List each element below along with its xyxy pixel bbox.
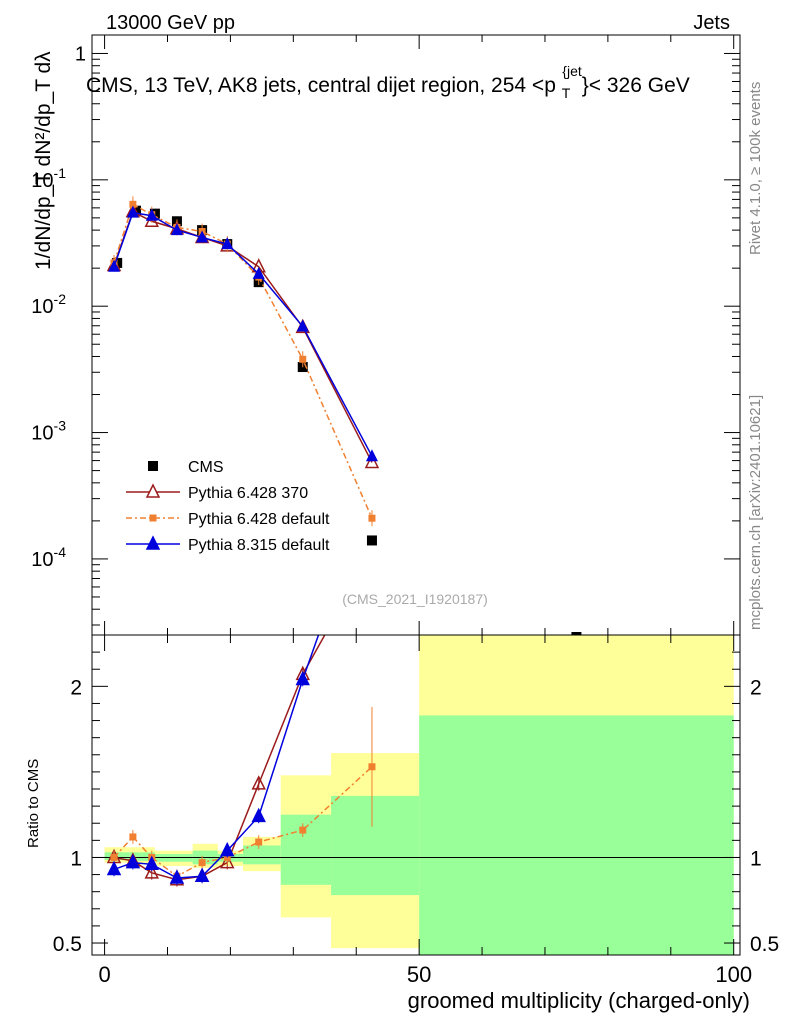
main-y-tick-label: 1 xyxy=(75,43,86,65)
main-y-tick-label: 10-3 xyxy=(31,418,66,445)
point-pythia-6-428-370 xyxy=(364,453,380,469)
cms-data-point xyxy=(366,535,377,546)
point-pythia-8-315-default xyxy=(221,237,234,250)
ratio-point-pythia-6-428-370 xyxy=(220,853,235,869)
x-tick-label: 50 xyxy=(407,962,431,987)
legend-label-pythia-8-315-default: Pythia 8.315 default xyxy=(188,537,330,554)
legend-marker-pythia-6-428-370 xyxy=(145,483,161,498)
title-text: CMS, 13 TeV, AK8 jets, central dijet reg… xyxy=(86,74,556,97)
ratio-point-pythia-6-428-default xyxy=(255,838,263,846)
ratio-panel-frame xyxy=(91,634,741,956)
point-pythia-8-315-default xyxy=(145,208,158,221)
ratio-y-tick-label: 1 xyxy=(70,847,82,870)
uncertainty-band-inner xyxy=(280,814,332,885)
ratio-panel: 0.5 0.5 1 1 2 2 0 50 100 xyxy=(53,634,779,987)
x-tick-label: 100 xyxy=(715,962,752,987)
ratio-y-tick-label: 0.5 xyxy=(53,933,82,956)
ratio-point-pythia-8-315-default xyxy=(295,670,310,686)
ratio-point-pythia-8-315-default xyxy=(220,841,235,857)
main-panel: 10-410-310-210-11 CMS, 13 TeV, AK8 jets,… xyxy=(31,34,741,638)
uncertainty-band-inner xyxy=(331,795,420,896)
point-pythia-8-315-default xyxy=(196,230,209,243)
main-y-axis-label-text: 1/dN/dp_T dN²/dp_T dλ xyxy=(32,51,55,270)
main-y-tick-label: 10-2 xyxy=(31,291,66,318)
point-pythia-8-315-default xyxy=(108,259,121,272)
ratio-y-tick-label-right: 2 xyxy=(750,676,762,699)
point-pythia-8-315-default xyxy=(170,223,183,236)
legend-label-pythia-6-428-default: Pythia 6.428 default xyxy=(188,511,330,528)
header-category-label: Jets xyxy=(693,12,730,34)
ratio-point-pythia-8-315-default xyxy=(194,867,210,883)
point-pythia-8-315-default xyxy=(252,266,265,279)
main-y-axis-label: 1/dN/dp_T dN²/dp_T dλ xyxy=(32,51,55,270)
main-y-tick-label: 10-4 xyxy=(31,544,66,571)
uncertainty-band-inner xyxy=(419,715,734,955)
ratio-point-pythia-6-428-370 xyxy=(251,775,266,790)
legend-label-cms: CMS xyxy=(188,459,224,476)
ratio-y-tick-label-right: 0.5 xyxy=(750,933,779,956)
point-pythia-8-315-default xyxy=(296,319,309,332)
title-superscript: {jet xyxy=(562,63,582,79)
ratio-point-pythia-8-315-default xyxy=(251,807,266,823)
main-y-tick-exponent: -4 xyxy=(54,544,67,560)
point-pythia-8-315-default xyxy=(365,449,378,462)
main-y-tick-exponent: -1 xyxy=(54,165,67,181)
header-energy-label: 13000 GeV pp xyxy=(106,12,235,34)
legend-label-pythia-6-428-370: Pythia 6.428 370 xyxy=(188,485,308,502)
uncertainty-band-inner xyxy=(242,845,281,865)
watermark-label: (CMS_2021_I1920187) xyxy=(342,591,488,607)
ratio-point-pythia-6-428-default xyxy=(110,853,118,861)
ratio-point-pythia-8-315-default xyxy=(125,853,141,869)
x-tick-label: 0 xyxy=(98,962,110,987)
ratio-point-pythia-6-428-default xyxy=(299,826,307,834)
legend-marker-pythia-8-315-default xyxy=(145,535,161,550)
ratio-point-pythia-6-428-370 xyxy=(144,864,159,879)
mcplots-label: mcplots.cern.ch [arXiv:2401.10621] xyxy=(747,395,764,630)
ratio-point-pythia-8-315-default xyxy=(144,855,159,871)
uncertainty-band-inner xyxy=(129,852,155,861)
ratio-y-axis-label-text: Ratio to CMS xyxy=(25,759,42,848)
ratio-point-pythia-8-315-default xyxy=(106,860,122,876)
ratio-point-pythia-6-428-default xyxy=(129,833,137,841)
ratio-y-tick-label-right: 1 xyxy=(750,847,762,870)
legend: CMS Pythia 6.428 370 Pythia 6.428 default P… xyxy=(126,459,330,554)
point-pythia-8-315-default xyxy=(126,205,139,218)
ratio-point-pythia-6-428-default xyxy=(368,763,376,771)
x-axis-label: groomed multiplicity (charged-only) xyxy=(408,988,750,1013)
ratio-y-axis-label: Ratio to CMS xyxy=(25,759,42,848)
title-rest: }< 326 GeV xyxy=(582,74,690,97)
title-subscript: T xyxy=(562,85,571,101)
main-panel-background xyxy=(92,35,740,635)
ratio-point-pythia-6-428-default xyxy=(198,859,206,867)
legend-marker-pythia-6-428-default xyxy=(149,514,157,522)
main-y-tick-exponent: -2 xyxy=(54,291,67,307)
ratio-y-tick-label: 2 xyxy=(70,676,82,699)
legend-marker-cms xyxy=(148,461,158,471)
rivet-version-label: Rivet 4.1.0, ≥ 100k events xyxy=(747,82,764,255)
ratio-point-pythia-8-315-default xyxy=(169,869,185,884)
main-chart-title: CMS, 13 TeV, AK8 jets, central dijet reg… xyxy=(86,63,690,101)
main-y-tick-exponent: -3 xyxy=(54,418,67,434)
